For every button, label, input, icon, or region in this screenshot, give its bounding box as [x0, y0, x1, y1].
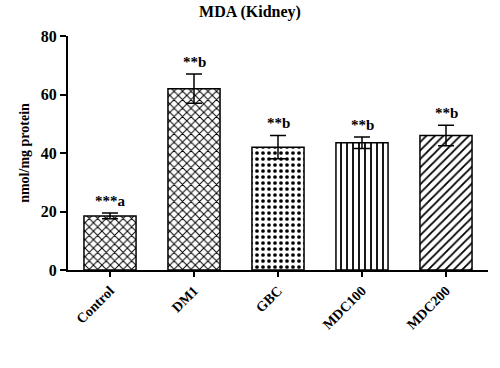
- svg-text:80: 80: [41, 28, 57, 45]
- svg-text:Control: Control: [74, 283, 118, 327]
- svg-text:DM1: DM1: [169, 283, 201, 315]
- svg-text:***a: ***a: [95, 193, 126, 209]
- svg-text:20: 20: [41, 203, 57, 220]
- svg-text:40: 40: [41, 145, 57, 162]
- svg-text:0: 0: [49, 262, 57, 279]
- svg-text:GBC: GBC: [253, 283, 285, 315]
- svg-text:**b: **b: [267, 115, 290, 131]
- svg-text:**b: **b: [183, 54, 206, 70]
- svg-text:MDC200: MDC200: [404, 283, 453, 332]
- svg-text:MDC100: MDC100: [320, 283, 369, 332]
- svg-text:**b: **b: [351, 117, 374, 133]
- svg-text:**b: **b: [435, 105, 458, 121]
- svg-text:MDA (Kidney): MDA (Kidney): [199, 3, 301, 21]
- svg-text:nmol/mg protein: nmol/mg protein: [17, 103, 32, 203]
- svg-text:60: 60: [41, 86, 57, 103]
